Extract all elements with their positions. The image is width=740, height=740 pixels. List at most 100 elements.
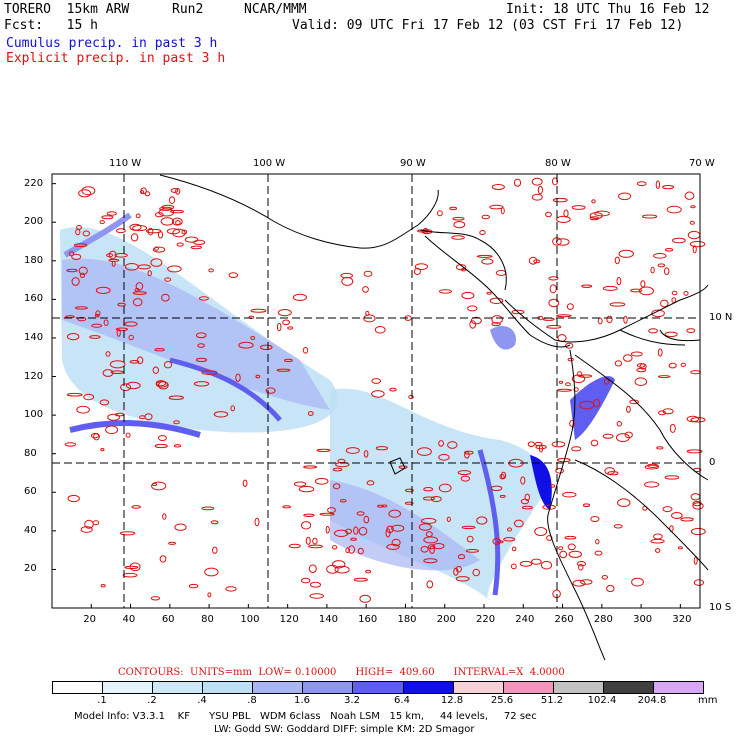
precip-contour: [115, 327, 129, 332]
precip-contour: [314, 477, 329, 485]
precip-contour: [562, 491, 577, 498]
precip-contour: [101, 215, 114, 220]
grid-y-label: 60: [24, 486, 37, 498]
precip-contour: [683, 290, 689, 296]
lat-lon-gridlines: [52, 174, 700, 608]
precip-contour: [159, 555, 167, 563]
precip-contour: [656, 446, 664, 450]
precip-contour: [265, 387, 276, 394]
precip-contour: [680, 362, 686, 367]
precip-contour: [614, 256, 620, 265]
precip-contour: [173, 444, 182, 448]
precip-contour: [129, 360, 140, 364]
precip-contour: [531, 193, 543, 201]
precip-contour: [117, 302, 126, 307]
precip-contour: [150, 596, 161, 601]
precip-contour: [636, 363, 646, 368]
precip-contour: [99, 220, 105, 225]
precip-contour: [602, 285, 618, 291]
precip-contour: [464, 451, 470, 459]
precip-contour: [662, 408, 674, 415]
precip-contour: [653, 533, 663, 540]
precip-contour: [476, 254, 493, 258]
valid-time: Valid: 09 UTC Fri 17 Feb 12 (03 CST Fri …: [292, 18, 684, 33]
precip-contour: [657, 375, 671, 379]
precip-contour: [569, 420, 575, 427]
precip-contour: [78, 189, 92, 198]
precip-contour: [657, 348, 663, 357]
precip-contour: [131, 505, 141, 509]
precip-contour: [492, 537, 502, 545]
precip-contour: [81, 186, 96, 196]
precip-contour: [566, 303, 574, 310]
precip-contour: [690, 417, 706, 423]
precip-contour: [71, 253, 82, 260]
precip-contour: [495, 269, 507, 276]
precip-contour: [490, 485, 503, 491]
precip-contour: [644, 481, 660, 488]
precip-contour: [381, 504, 388, 508]
precip-contour: [616, 276, 622, 286]
cumulus-core-colombia: [570, 376, 615, 440]
precip-contour: [363, 450, 369, 458]
precip-contour: [132, 291, 147, 295]
precip-contour: [359, 594, 372, 603]
precip-contour: [542, 504, 556, 510]
precip-contour: [130, 233, 139, 242]
precip-contour: [150, 258, 163, 267]
precip-contour: [331, 545, 338, 550]
precip-contour: [301, 577, 311, 584]
precip-contour: [572, 579, 586, 587]
precip-contour: [423, 487, 434, 492]
grid-x-label: 20: [83, 614, 96, 625]
precip-contour: [198, 296, 209, 301]
precip-contour: [404, 501, 414, 505]
precip-contour: [225, 586, 237, 592]
precip-contour: [568, 550, 582, 558]
legend-label: 1.6: [294, 695, 310, 706]
legend-swatch: [203, 682, 254, 693]
precip-contour: [680, 517, 694, 522]
precip-contour: [66, 268, 78, 273]
precip-contour: [604, 467, 616, 475]
precip-contour: [66, 392, 83, 397]
legend-swatch: [153, 682, 204, 693]
precip-contour: [353, 577, 368, 582]
precip-contour: [166, 228, 180, 235]
cumulus-streak-3: [63, 212, 132, 258]
precip-contour: [391, 538, 401, 547]
precip-contour: [550, 484, 556, 488]
precip-contour: [129, 562, 141, 572]
precip-contour: [580, 579, 593, 585]
precip-contour: [388, 509, 402, 518]
precip-contour: [167, 265, 182, 273]
precip-contour: [250, 336, 256, 340]
precip-contour: [672, 237, 686, 244]
precip-contour: [581, 284, 593, 288]
precip-contour: [114, 253, 128, 258]
precip-contour: [416, 447, 432, 456]
precip-contour: [212, 546, 218, 554]
precip-contour: [195, 357, 208, 362]
legend-label: .4: [197, 695, 207, 706]
precip-contour: [147, 270, 152, 277]
precip-contour: [510, 563, 517, 570]
precip-contour: [105, 351, 111, 357]
precip-contour: [684, 191, 695, 200]
precip-contour: [76, 405, 90, 414]
precip-contour: [174, 523, 187, 531]
precip-contour: [548, 298, 560, 308]
precip-contour: [664, 331, 678, 337]
precip-contour: [326, 564, 339, 574]
precip-contour: [422, 496, 436, 501]
precip-contour: [582, 503, 591, 508]
legend-label: 51.2: [540, 695, 564, 706]
precip-contour: [188, 583, 199, 589]
precip-contour: [84, 519, 94, 529]
precip-contour: [489, 297, 504, 304]
precip-contour: [168, 395, 184, 400]
grid-x-label: 80: [201, 614, 214, 625]
precip-contour: [152, 482, 157, 487]
precip-contour: [154, 212, 164, 218]
precip-contour: [423, 558, 438, 564]
